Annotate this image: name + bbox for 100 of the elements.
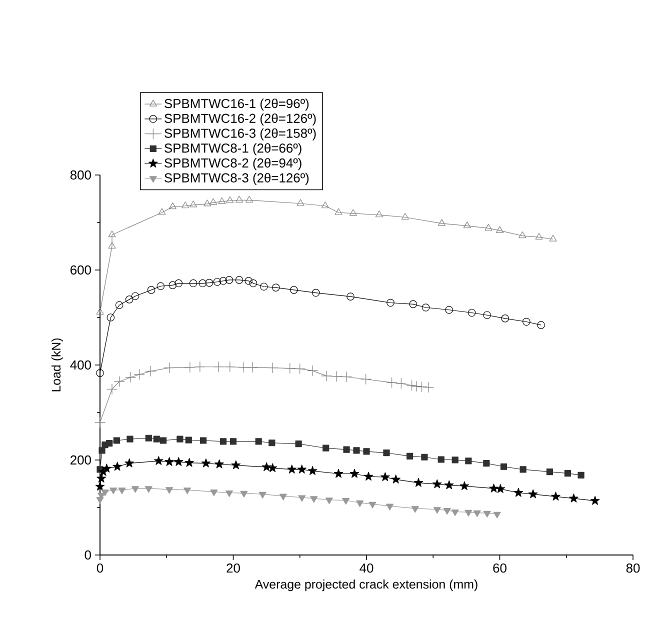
point [96, 474, 106, 482]
point [496, 484, 506, 493]
point [307, 365, 318, 376]
point [546, 468, 554, 476]
point [144, 486, 152, 493]
point [325, 498, 333, 504]
point [112, 462, 122, 471]
point [443, 508, 451, 515]
point [168, 281, 177, 290]
point [514, 488, 524, 497]
point [267, 362, 278, 374]
point [308, 466, 318, 475]
legend-label: SPBMTWC8-3 (2θ=126º) [164, 172, 309, 185]
point [158, 208, 166, 215]
y-tick-label: 200 [70, 455, 91, 465]
point [380, 472, 390, 482]
point [184, 362, 196, 373]
point [182, 202, 190, 208]
point [452, 456, 458, 464]
point [106, 314, 115, 322]
point [386, 504, 394, 510]
point [194, 361, 206, 372]
point [341, 371, 352, 382]
x-tick-label: 40 [360, 564, 374, 573]
point [95, 482, 105, 491]
point [416, 381, 428, 392]
point [213, 278, 222, 286]
point [132, 486, 140, 493]
point [290, 286, 298, 294]
point [279, 494, 287, 500]
point [201, 458, 211, 468]
point [473, 510, 481, 518]
point [500, 463, 508, 470]
point [96, 369, 104, 377]
point [578, 472, 584, 478]
point [295, 440, 302, 448]
point [160, 437, 167, 444]
point [108, 242, 116, 249]
point [262, 462, 272, 472]
point [235, 276, 244, 284]
point [189, 279, 198, 288]
point [349, 209, 357, 216]
point [258, 492, 266, 498]
point [296, 199, 304, 206]
point [244, 277, 252, 285]
point [537, 321, 545, 329]
point [101, 490, 109, 496]
point [174, 279, 183, 288]
point [225, 276, 234, 284]
point [520, 466, 526, 473]
point [484, 224, 492, 230]
point [174, 457, 184, 466]
point [364, 472, 374, 481]
point [438, 219, 446, 226]
point [433, 507, 441, 514]
point [483, 460, 490, 467]
point [106, 440, 113, 447]
point [493, 512, 501, 518]
point [213, 361, 224, 372]
point [184, 488, 192, 494]
point [96, 308, 104, 315]
point [444, 480, 454, 490]
point [445, 306, 454, 314]
point [353, 447, 360, 454]
point [272, 284, 280, 292]
point [406, 452, 414, 460]
point [321, 202, 329, 208]
point [310, 496, 318, 503]
point [346, 292, 354, 300]
point [268, 440, 276, 446]
point [386, 377, 398, 388]
point [401, 212, 409, 220]
point [125, 372, 136, 383]
point [590, 496, 600, 505]
point [343, 446, 350, 453]
point [483, 510, 491, 518]
point [184, 458, 194, 467]
point [249, 279, 258, 288]
point [204, 200, 212, 206]
point [569, 494, 578, 502]
point [106, 384, 118, 395]
point [168, 202, 176, 210]
point [284, 362, 296, 374]
point [406, 380, 418, 391]
point [564, 470, 572, 477]
point [154, 456, 164, 465]
point [190, 200, 198, 208]
point [153, 436, 160, 442]
point [518, 231, 526, 238]
point [409, 300, 418, 308]
point [465, 458, 472, 464]
point [501, 314, 509, 322]
point [432, 479, 442, 488]
point [218, 197, 226, 204]
point [220, 438, 227, 445]
point [421, 454, 428, 460]
point [240, 490, 248, 498]
point [368, 502, 376, 508]
point [145, 366, 156, 377]
point [411, 506, 419, 513]
